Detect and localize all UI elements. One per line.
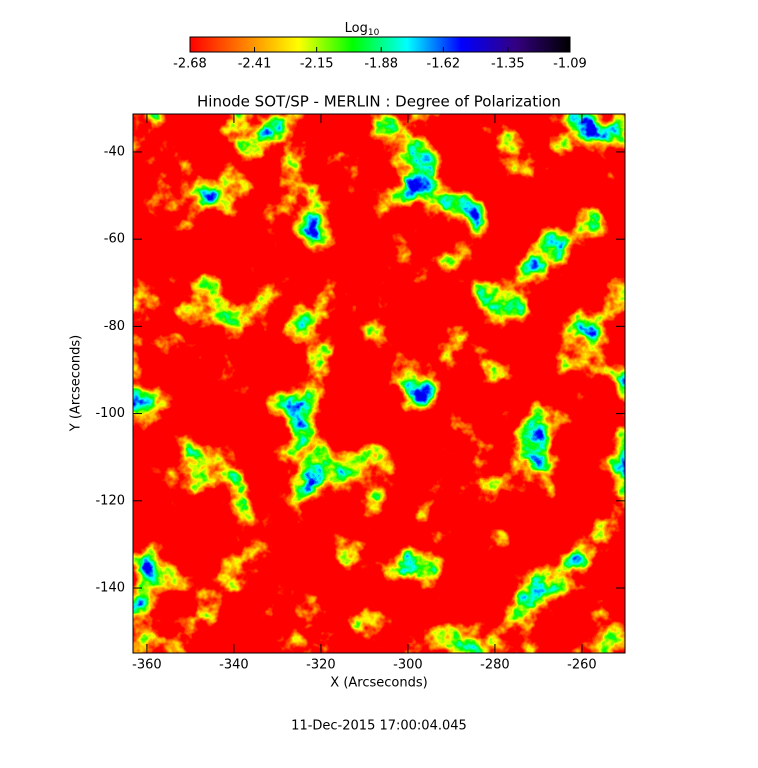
colorbar-tick-label: -1.35	[491, 57, 525, 72]
y-tick-label: -120	[95, 493, 125, 508]
x-tick-label: -260	[567, 658, 597, 673]
x-tick-label: -360	[132, 658, 162, 673]
plot-frame	[132, 113, 626, 654]
colorbar-tick-label: -1.88	[364, 57, 398, 72]
x-tick-label: -340	[219, 658, 249, 673]
colorbar	[189, 36, 571, 53]
y-tick-label: -40	[104, 144, 125, 159]
colorbar-tick-label: -2.15	[300, 57, 334, 72]
colorbar-label-sub: 10	[368, 28, 380, 38]
y-tick-label: -140	[95, 581, 125, 596]
timestamp: 11-Dec-2015 17:00:04.045	[291, 719, 467, 734]
colorbar-tick-label: -1.09	[553, 57, 587, 72]
x-axis-label: X (Arcseconds)	[330, 676, 427, 691]
x-tick-label: -280	[480, 658, 510, 673]
polarization-map	[133, 114, 625, 653]
y-tick-label: -80	[104, 319, 125, 334]
colorbar-tick-label: -2.68	[173, 57, 207, 72]
y-tick-label: -100	[95, 406, 125, 421]
y-tick-label: -60	[104, 232, 125, 247]
x-tick-label: -320	[306, 658, 336, 673]
colorbar-label-base: Log	[345, 21, 368, 36]
x-tick-label: -300	[393, 658, 423, 673]
colorbar-label: Log10	[345, 21, 380, 38]
colorbar-tick-label: -1.62	[427, 57, 461, 72]
chart-title: Hinode SOT/SP - MERLIN : Degree of Polar…	[197, 93, 561, 111]
colorbar-tick-label: -2.41	[238, 57, 272, 72]
y-axis-label: Y (Arcseconds)	[69, 335, 84, 432]
